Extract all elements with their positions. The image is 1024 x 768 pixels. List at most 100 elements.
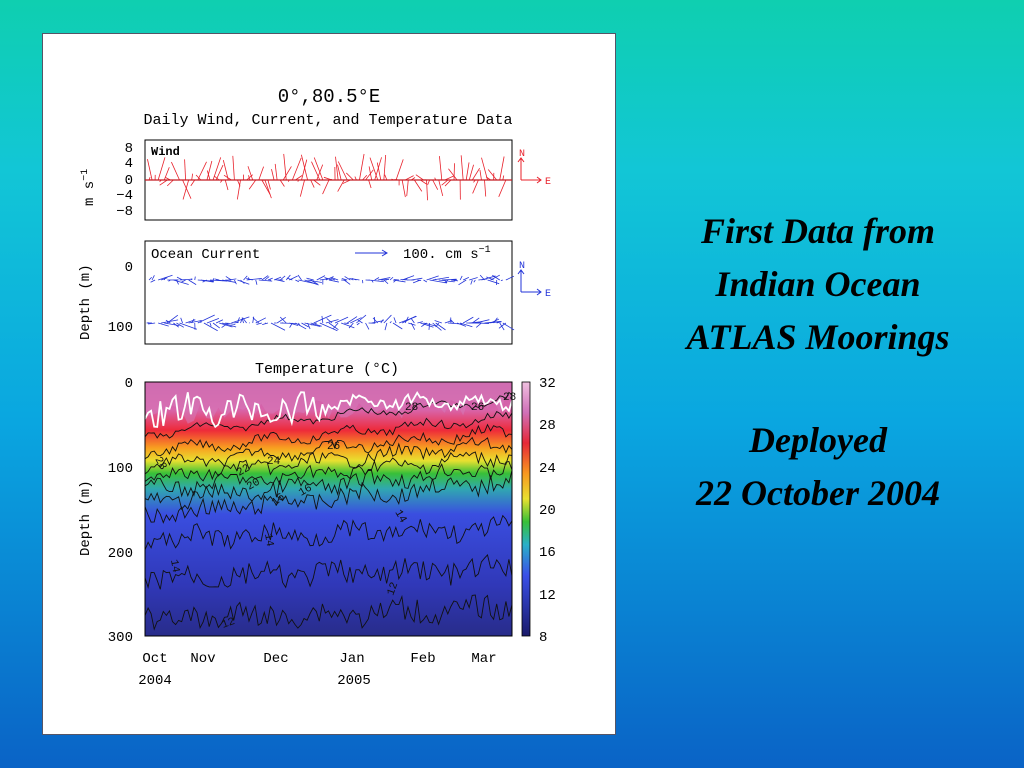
current-stick [222,322,237,328]
heading-line: Indian Ocean [715,264,921,304]
current-stick [297,274,302,281]
current-stick [441,278,457,281]
wind-stick [337,179,345,192]
current-stick [225,276,232,281]
wind-stick [267,179,271,190]
current-stick [402,275,415,281]
contour-label: 12 [220,616,237,632]
current-stick [343,279,351,285]
contour-label: 22 [235,462,252,479]
current-stick [256,322,262,325]
contour-label: 16 [297,482,314,499]
current-stick [341,278,348,281]
current-stick [285,274,291,281]
wind-stick [215,164,224,181]
current-stick [262,322,269,326]
wind-stick [214,175,220,181]
wind-stick [368,166,373,181]
current-stick [221,322,229,328]
colorbar-tick: 16 [539,545,556,561]
current-stick [393,279,397,283]
current-stick [228,278,237,281]
current-stick [298,322,301,326]
current-stick [148,322,156,325]
wind-stick [232,155,235,181]
current-stick [273,276,282,281]
isotherm-line [144,460,513,511]
wind-stick [159,179,168,186]
x-axis: Oct Nov Dec Jan Feb Mar 2004 2005 [138,651,496,689]
wind-stick [439,156,443,181]
wind-compass-icon [517,157,542,184]
current-stick [423,279,428,283]
wind-label: Wind [151,145,180,159]
wind-stick [359,153,365,181]
wind-stick [197,161,207,181]
current-stick [214,278,220,281]
wind-stick [368,179,372,189]
contour-label: 14 [167,559,181,574]
current-stick [434,320,442,324]
current-stick [289,322,293,328]
current-stick [324,277,333,281]
wind-stick [395,159,404,181]
wind-stick [274,163,278,181]
current-stick [356,322,360,326]
current-stick [306,277,314,281]
current-stick [225,322,236,325]
current-stick [371,320,384,324]
current-stick [432,322,442,331]
current-stick [421,322,427,328]
current-stick [348,322,354,329]
current-stick [453,279,456,282]
current-stick [435,322,446,331]
current-stick [344,276,351,281]
x-month-label: Nov [190,651,215,667]
temp-ytick: 300 [108,630,133,646]
current-stick [499,322,505,331]
current-stick [301,322,309,328]
current-stick [148,276,153,281]
current-stick [197,314,215,324]
current-stick [252,317,260,324]
deployed-date: 22 October 2004 [696,473,940,513]
colorbar-tick: 12 [539,588,556,604]
figure-subtitle: Daily Wind, Current, and Temperature Dat… [143,112,512,129]
current-stick [380,319,384,324]
current-stick [383,314,392,324]
temperature-label: Temperature (°C) [255,361,399,378]
temperature-contours [144,391,513,631]
current-stick [304,279,319,286]
current-panel: Ocean Current 100. cm s−1 0 100 Depth (m… [78,240,551,345]
current-stick [328,279,339,283]
current-stick [311,322,317,326]
current-stick [487,279,500,285]
wind-stick [502,175,505,181]
current-stick [417,321,423,324]
heading-line: ATLAS Moorings [686,317,950,357]
current-stick [341,322,355,329]
wind-stick [414,179,423,192]
current-stick [451,279,458,281]
current-stick [410,317,415,324]
wind-stick [313,157,324,181]
isotherm-line [144,391,513,439]
current-stick [354,278,360,281]
current-stick [383,279,389,284]
wind-stick [444,175,454,181]
current-stick [401,315,417,324]
current-stick [371,279,374,283]
current-stick [242,317,247,324]
wind-stick [206,160,213,181]
deployed-label: Deployed [749,420,887,460]
wind-stick [346,172,354,181]
colorbar-tick: 32 [539,376,556,392]
wind-stick [498,179,507,197]
current-stick [472,317,480,324]
current-stick [307,279,322,283]
current-stick [240,318,243,324]
wind-ytick: 8 [125,141,133,157]
current-stick [349,277,354,281]
current-stick [350,317,362,324]
current-stick [190,278,193,281]
